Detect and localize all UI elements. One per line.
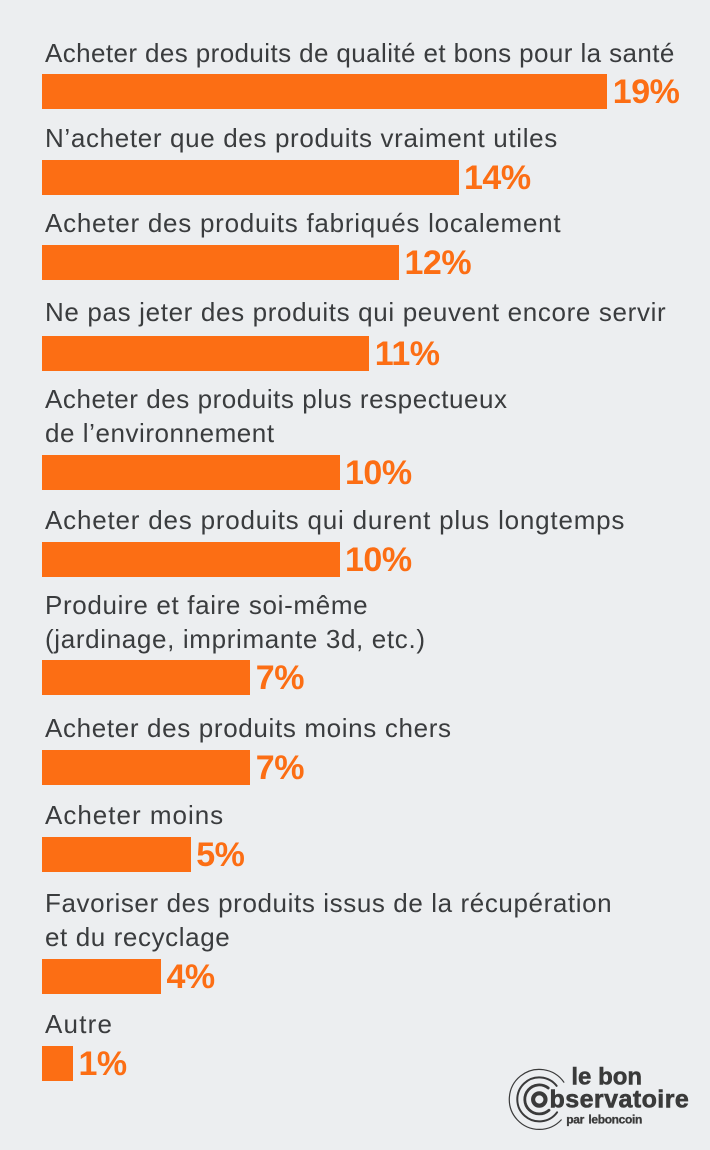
- svg-text:le bon: le bon: [571, 1064, 642, 1091]
- svg-text:bservatoire: bservatoire: [550, 1085, 690, 1113]
- svg-text:par leboncoin: par leboncoin: [566, 1112, 642, 1126]
